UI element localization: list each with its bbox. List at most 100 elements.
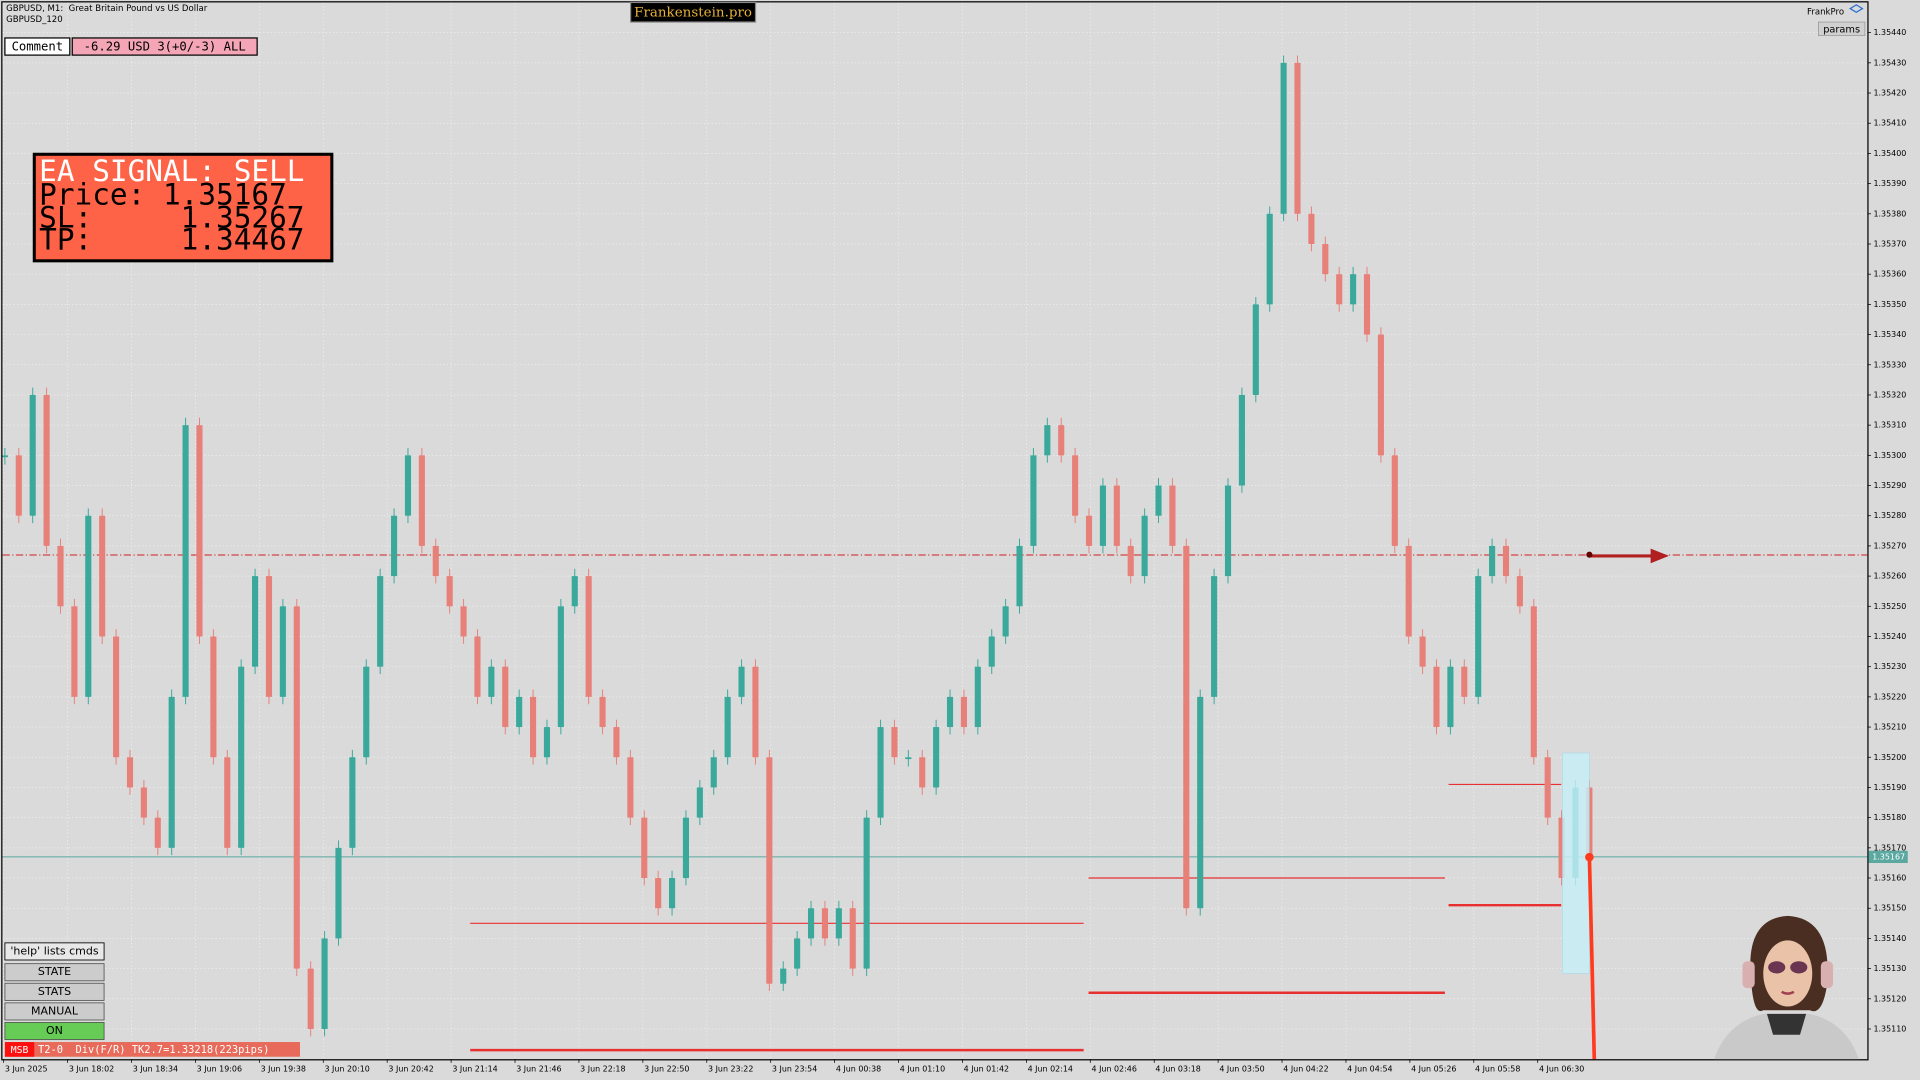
y-tick-label: 1.35350: [1873, 300, 1906, 309]
button-label[interactable]: STATS: [38, 985, 71, 998]
candle: [224, 757, 231, 848]
x-tick-label: 3 Jun 23:54: [772, 1064, 817, 1073]
y-tick-label: 1.35400: [1873, 149, 1906, 158]
candle: [571, 576, 578, 607]
on-button[interactable]: [4, 1022, 105, 1041]
candle: [154, 817, 161, 848]
candle: [1, 455, 8, 458]
comment-label-box: [4, 37, 71, 56]
candle: [1280, 62, 1287, 214]
candle: [1044, 425, 1051, 456]
manual-button[interactable]: [4, 1002, 105, 1021]
button-label[interactable]: MANUAL: [31, 1004, 79, 1017]
candle: [1461, 666, 1468, 697]
candle: [1141, 515, 1148, 577]
candle: [668, 878, 676, 909]
signal-line: TP: 1.34467: [39, 223, 304, 257]
candle: [1433, 666, 1440, 728]
candle: [835, 908, 842, 939]
y-tick-label: 1.35200: [1873, 753, 1906, 762]
y-tick-label: 1.35390: [1873, 179, 1906, 188]
candle: [794, 938, 801, 969]
params-label[interactable]: params: [1823, 24, 1860, 35]
y-tick-label: 1.35120: [1873, 994, 1906, 1003]
candle: [974, 666, 981, 728]
candle: [502, 666, 509, 728]
candle: [599, 696, 606, 728]
highlight-zone: [1562, 752, 1590, 974]
candle: [585, 576, 592, 697]
x-tick-label: 3 Jun 22:50: [644, 1064, 689, 1073]
candle: [960, 696, 967, 728]
candle: [1489, 545, 1496, 577]
signal-line: Price: 1.35167: [39, 177, 287, 211]
candle: [1294, 62, 1301, 214]
candle: [1336, 274, 1343, 305]
candle: [446, 576, 453, 607]
candle: [418, 455, 425, 546]
candle: [1322, 243, 1329, 275]
candle: [738, 666, 745, 697]
candle: [849, 908, 856, 969]
candle: [182, 425, 189, 697]
status-text: T2-0 Div(F/R) TK2.7=1.33218(223pips): [38, 1044, 269, 1056]
button-label[interactable]: STATE: [38, 965, 71, 978]
candle: [460, 606, 467, 637]
candle: [1475, 576, 1482, 697]
candle: [1363, 274, 1371, 335]
candle: [474, 636, 481, 697]
candle: [1099, 485, 1106, 546]
comment-value: -6.29 USD 3(+0/-3) ALL: [84, 40, 246, 54]
candle: [863, 817, 870, 969]
y-tick-label: 1.35310: [1873, 421, 1906, 430]
status-tag-box: [4, 1042, 35, 1057]
candle: [891, 727, 898, 758]
x-tick-label: 4 Jun 00:38: [836, 1064, 881, 1073]
candle: [1211, 576, 1218, 697]
x-tick-label: 3 Jun 2025: [5, 1064, 48, 1073]
button-label[interactable]: ON: [46, 1024, 63, 1037]
drop-line: [1587, 857, 1597, 1060]
candle: [432, 545, 439, 577]
status-tag: MSB: [11, 1045, 29, 1056]
y-tick-label: 1.35140: [1873, 934, 1906, 943]
signal-line: EA SIGNAL: SELL: [39, 154, 304, 188]
candle: [29, 394, 36, 516]
signal-box: [32, 152, 334, 263]
candle: [1155, 485, 1162, 516]
candle: [1197, 696, 1204, 909]
candle: [488, 666, 495, 697]
x-tick-label: 4 Jun 04:54: [1347, 1064, 1392, 1073]
candle: [919, 757, 926, 788]
candle: [988, 636, 995, 667]
candle: [1072, 455, 1079, 516]
account-icon: [1849, 4, 1864, 13]
bid-label-box: [1868, 850, 1908, 864]
y-tick-label: 1.35280: [1873, 511, 1906, 520]
help-box: [4, 942, 105, 961]
candle: [321, 938, 328, 1029]
candle: [946, 696, 954, 728]
comment-value-box: [71, 37, 258, 56]
y-tick-label: 1.35260: [1873, 572, 1906, 581]
candle: [1002, 606, 1009, 637]
candle: [15, 455, 22, 516]
x-tick-label: 4 Jun 02:46: [1092, 1064, 1137, 1073]
candle: [1224, 485, 1232, 577]
arrow-head: [1650, 548, 1669, 564]
candle: [377, 576, 384, 667]
y-tick-label: 1.35210: [1873, 723, 1906, 732]
candle: [1391, 455, 1398, 546]
candle: [1350, 274, 1357, 305]
x-tick-label: 3 Jun 21:46: [516, 1064, 561, 1073]
candle: [1183, 545, 1190, 909]
state-button[interactable]: [4, 963, 105, 982]
entry-dot: [1585, 852, 1594, 862]
y-tick-label: 1.35330: [1873, 360, 1906, 369]
y-tick-label: 1.35380: [1873, 209, 1906, 218]
stats-button[interactable]: [4, 982, 105, 1001]
y-tick-label: 1.35420: [1873, 89, 1906, 98]
params-button[interactable]: [1818, 21, 1866, 36]
candle: [210, 636, 217, 758]
symbol: GBPUSD, M1: Great Britain Pound vs US Do…: [6, 4, 208, 14]
